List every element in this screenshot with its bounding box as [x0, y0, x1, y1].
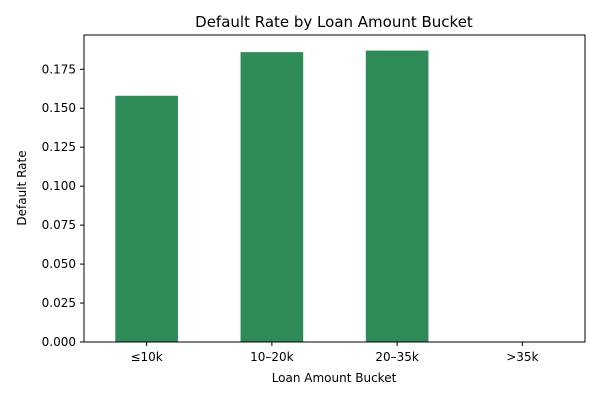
- y-axis-label: Default Rate: [15, 150, 29, 225]
- bar-0: [115, 95, 178, 342]
- x-tick-label-0: ≤10k: [130, 350, 162, 364]
- x-tick-label-3: >35k: [506, 350, 538, 364]
- y-tick-label-2: 0.050: [42, 257, 76, 271]
- y-tick-label-0: 0.000: [42, 335, 76, 349]
- y-tick-label-3: 0.075: [42, 218, 76, 232]
- bar-2: [365, 50, 429, 342]
- y-tick-label-7: 0.175: [42, 62, 76, 76]
- y-tick-label-5: 0.125: [42, 140, 76, 154]
- chart-title: Default Rate by Loan Amount Bucket: [195, 13, 473, 31]
- plot-area: ≤10k 10–20k 20–35k >35k 0.000 0.025 0.050 0.075…: [42, 34, 586, 364]
- x-tick-label-2: 20–35k: [375, 350, 419, 364]
- x-axis-label: Loan Amount Bucket: [272, 371, 397, 385]
- y-tick-label-6: 0.150: [42, 101, 76, 115]
- bar-1: [240, 52, 304, 342]
- y-tick-label-1: 0.025: [42, 296, 76, 310]
- y-tick-label-4: 0.100: [42, 179, 76, 193]
- axes-frame: [83, 34, 586, 343]
- x-tick-label-1: 10–20k: [250, 350, 294, 364]
